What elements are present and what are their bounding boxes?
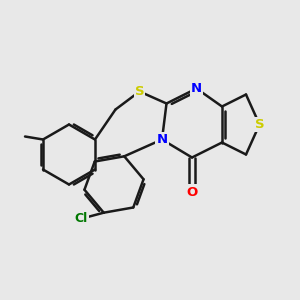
Text: S: S bbox=[255, 118, 264, 131]
Text: S: S bbox=[135, 85, 144, 98]
Text: O: O bbox=[186, 185, 198, 199]
Text: Cl: Cl bbox=[75, 212, 88, 225]
Text: N: N bbox=[191, 82, 202, 95]
Text: N: N bbox=[156, 133, 168, 146]
